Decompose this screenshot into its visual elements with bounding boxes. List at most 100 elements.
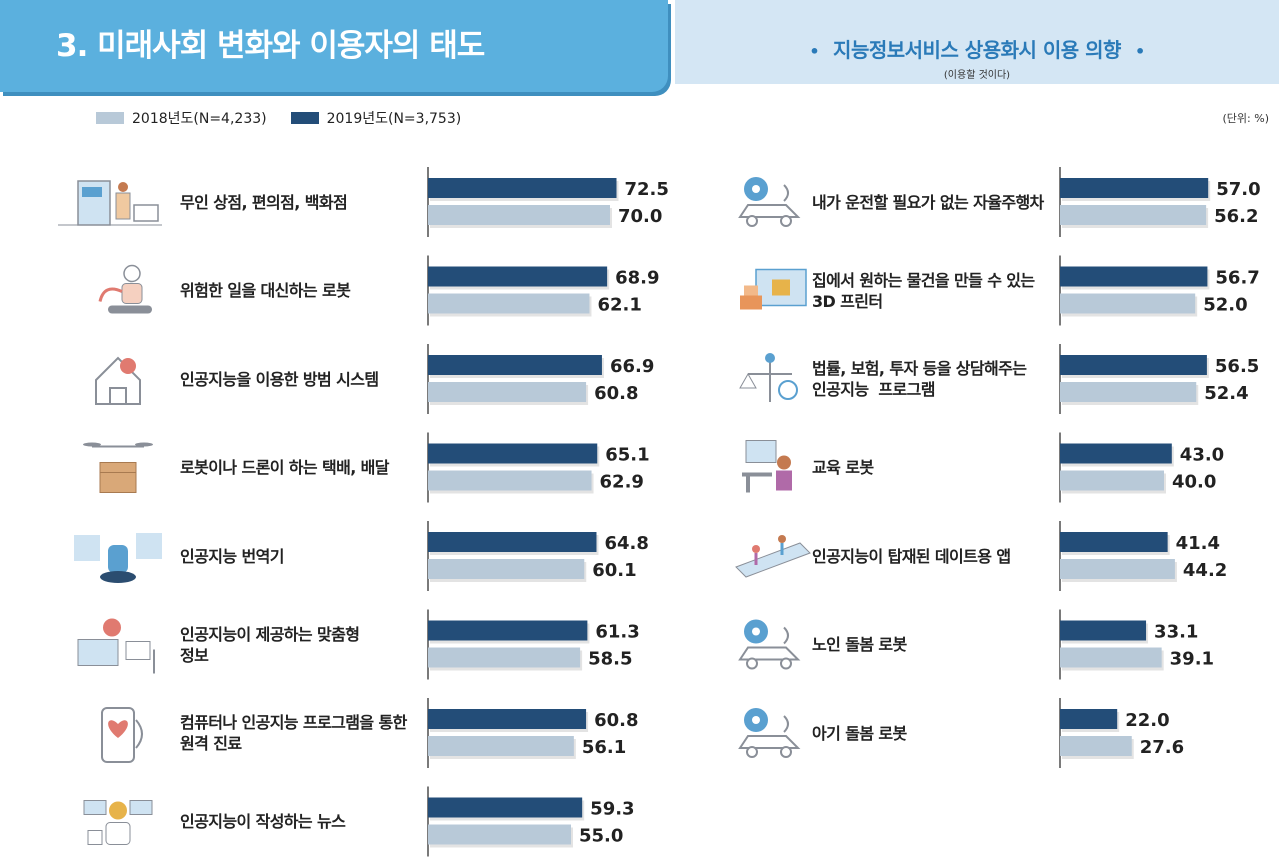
bar-2019 xyxy=(428,709,587,729)
legend-item-2018: 2018년도(N=4,233) xyxy=(96,108,267,128)
data-label-2018: 52.4 xyxy=(1204,383,1248,404)
data-label-2018: 55.0 xyxy=(579,826,623,847)
education-robot-icon xyxy=(742,440,792,493)
bar-2018 xyxy=(428,293,590,314)
category-label: 내가 운전할 필요가 없는 자율주행차 xyxy=(812,192,1044,212)
category-label: 인공지능이 작성하는 뉴스 xyxy=(180,812,346,831)
section-header: 3. 미래사회 변화와 이용자의 태도 xyxy=(0,0,668,92)
data-label-2019: 72.5 xyxy=(625,179,669,200)
bar-2019 xyxy=(428,355,602,375)
legend: 2018년도(N=4,233) 2019년도(N=3,753) xyxy=(96,108,461,128)
bar-2018 xyxy=(428,559,585,579)
chart-panel-2: 57.0 56.2 56.7 52.0 56.5 52.4 43.0 40.0 41.4 44.2… xyxy=(735,167,1261,768)
data-label-2018: 70.0 xyxy=(618,206,662,227)
chart-subtitle-text: 지능정보서비스 상용화시 이용 의향 xyxy=(833,38,1121,62)
section-title: 3. 미래사회 변화와 이용자의 태도 xyxy=(56,28,485,64)
legend-swatch-2018 xyxy=(96,112,124,124)
data-label-2019: 41.4 xyxy=(1176,533,1220,554)
bar-2018 xyxy=(428,736,574,756)
data-label-2019: 57.0 xyxy=(1216,179,1260,200)
data-label-2018: 39.1 xyxy=(1170,649,1214,670)
baby-care-robot-icon xyxy=(738,708,801,758)
bar-2019 xyxy=(428,266,608,287)
data-label-2018: 27.6 xyxy=(1140,737,1184,758)
data-label-2018: 62.1 xyxy=(597,295,641,316)
3d-printer-icon xyxy=(740,268,807,310)
data-label-2019: 22.0 xyxy=(1125,710,1169,731)
data-label-2019: 65.1 xyxy=(605,445,649,466)
dating-app-icon xyxy=(735,535,811,578)
chart-panel-1: 72.5 70.0 68.9 62.1 66.9 60.8 65.1 62.9 64.8 60.1… xyxy=(58,167,669,857)
bar-2018 xyxy=(1060,559,1175,579)
category-label: 집에서 원하는 물건을 만들 수 있는 3D 프린터 xyxy=(812,270,1035,311)
bar-2019 xyxy=(428,797,583,818)
home-security-icon xyxy=(95,356,141,405)
category-label: 노인 돌봄 로봇 xyxy=(812,635,907,654)
ai-news-icon xyxy=(83,800,153,845)
telemedicine-icon xyxy=(101,707,143,763)
data-label-2019: 43.0 xyxy=(1180,445,1224,466)
bullet-right: • xyxy=(1134,42,1145,61)
data-label-2018: 44.2 xyxy=(1183,560,1227,581)
category-label: 교육 로봇 xyxy=(812,458,874,477)
legend-swatch-2019 xyxy=(290,112,319,124)
data-label-2019: 56.5 xyxy=(1215,356,1259,377)
store-icon xyxy=(58,180,162,226)
translator-icon xyxy=(74,533,162,583)
data-label-2019: 61.3 xyxy=(595,622,639,643)
chart-subtitle: • 지능정보서비스 상용화시 이용 의향 • xyxy=(675,34,1279,63)
chart-header: • 지능정보서비스 상용화시 이용 의향 • (이용할 것이다) xyxy=(675,0,1279,84)
robot-arm-icon xyxy=(98,264,152,314)
category-label: 인공지능이 제공하는 맞춤형 정보 xyxy=(180,624,360,665)
bar-2018 xyxy=(428,382,587,402)
data-label-2018: 56.2 xyxy=(1214,206,1258,227)
bar-2018 xyxy=(1060,205,1207,225)
bar-2018 xyxy=(428,824,571,845)
data-label-2019: 33.1 xyxy=(1154,622,1198,643)
legend-label-2019: 2019년도(N=3,753) xyxy=(326,111,462,127)
bar-2018 xyxy=(1060,736,1132,756)
legal-ai-icon xyxy=(739,353,798,402)
data-label-2019: 66.9 xyxy=(610,356,654,377)
drone-delivery-icon xyxy=(83,442,153,493)
data-label-2018: 60.8 xyxy=(594,383,638,404)
bar-2018 xyxy=(1060,470,1164,491)
data-label-2018: 60.1 xyxy=(592,560,636,581)
legend-item-2019: 2019년도(N=3,753) xyxy=(290,108,462,128)
elderly-care-robot-icon xyxy=(738,619,801,670)
legend-label-2018: 2018년도(N=4,233) xyxy=(132,111,267,127)
category-label: 로봇이나 드론이 하는 택배, 배달 xyxy=(180,458,390,477)
bar-2019 xyxy=(1060,620,1147,641)
data-label-2019: 68.9 xyxy=(615,268,659,289)
bar-2019 xyxy=(1060,443,1172,464)
data-label-2018: 56.1 xyxy=(582,737,626,758)
subtitle-note: (이용할 것이다) xyxy=(943,70,1011,81)
bar-2019 xyxy=(1060,532,1168,552)
category-label: 컴퓨터나 인공지능 프로그램을 통한 원격 진료 xyxy=(180,713,407,753)
data-label-2018: 58.5 xyxy=(588,649,632,670)
category-label: 인공지능을 이용한 방범 시스템 xyxy=(180,369,379,389)
data-label-2019: 64.8 xyxy=(604,533,648,554)
bar-2018 xyxy=(1060,382,1197,402)
category-label: 인공지능이 탑재된 데이트용 앱 xyxy=(812,546,1011,566)
bar-2019 xyxy=(428,443,598,464)
bar-2018 xyxy=(1060,647,1162,668)
personalized-info-icon xyxy=(77,618,155,674)
bar-2018 xyxy=(1060,293,1196,314)
self-driving-car-icon xyxy=(738,177,801,227)
bar-2018 xyxy=(428,205,610,225)
bar-2019 xyxy=(1060,266,1208,287)
category-label: 인공지능 번역기 xyxy=(180,546,284,566)
category-label: 아기 돌봄 로봇 xyxy=(812,723,907,743)
bar-2019 xyxy=(428,620,588,641)
bar-2019 xyxy=(1060,355,1207,375)
bar-2019 xyxy=(1060,709,1118,729)
bullet-left: • xyxy=(809,42,820,61)
data-label-2018: 52.0 xyxy=(1203,295,1247,316)
bar-2018 xyxy=(428,470,592,491)
bar-2019 xyxy=(1060,178,1209,198)
data-label-2019: 59.3 xyxy=(590,799,634,820)
bar-2019 xyxy=(428,532,597,552)
unit-label: (단위: %) xyxy=(1222,112,1269,125)
